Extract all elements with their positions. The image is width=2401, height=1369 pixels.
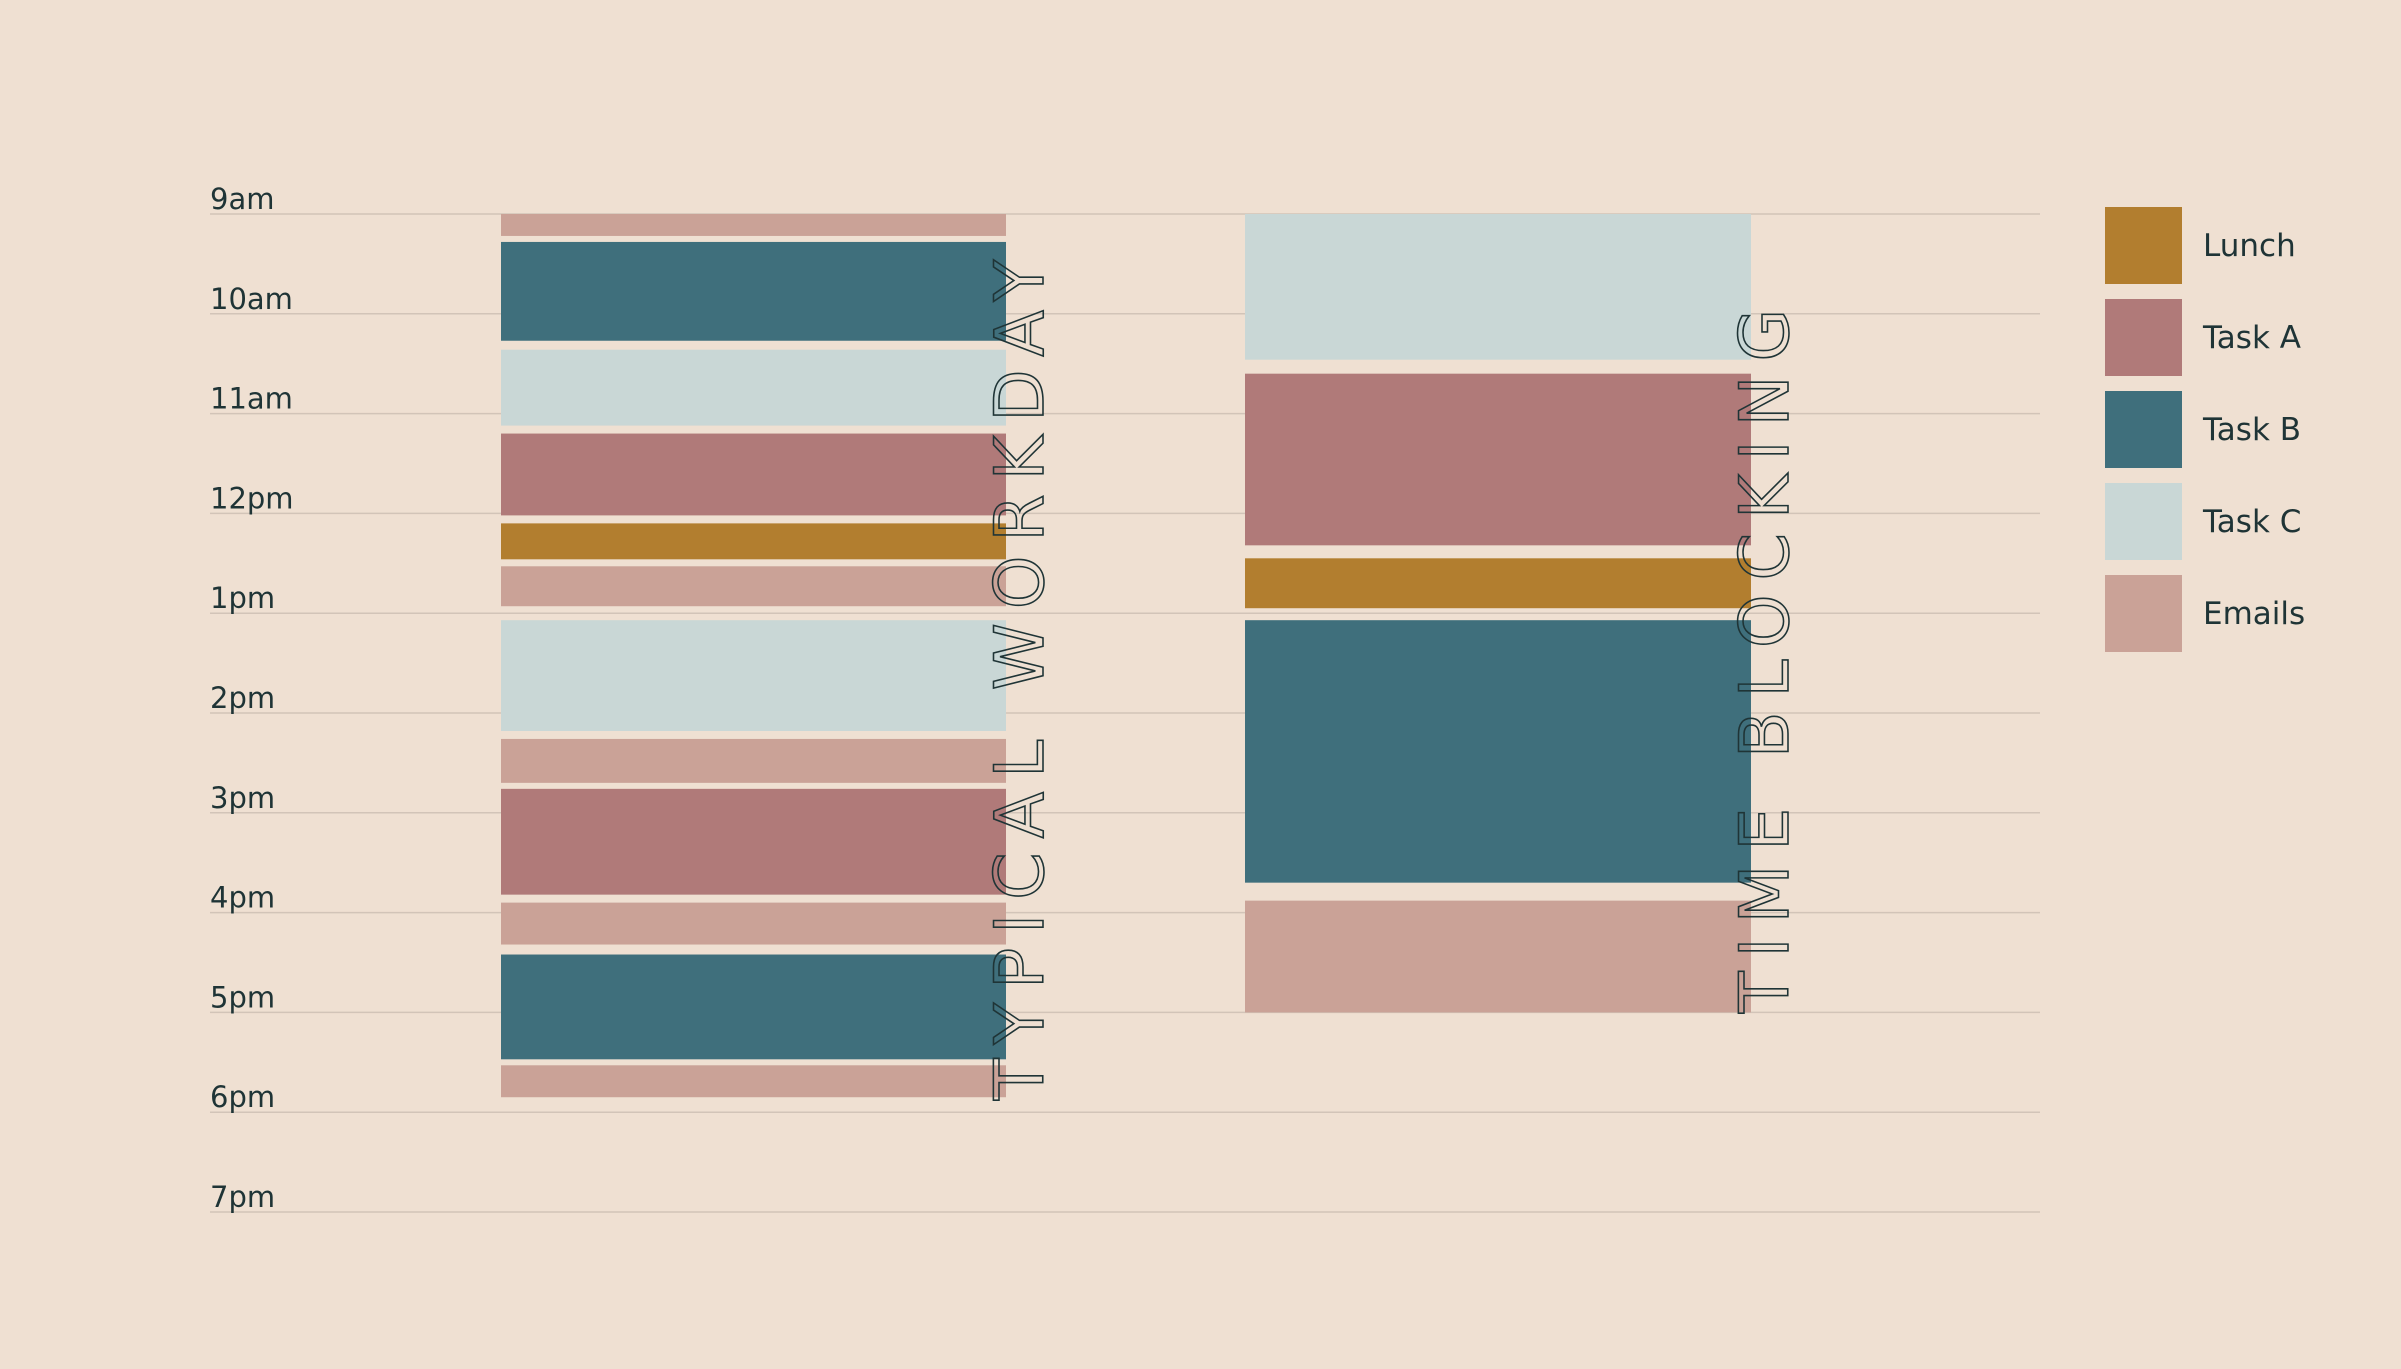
block-emails-12 xyxy=(501,1065,1006,1098)
block-emails-6 xyxy=(501,566,1006,607)
block-emails-5 xyxy=(1245,900,1751,1013)
hour-label-9am: 9am xyxy=(210,182,274,216)
block-task-a-9 xyxy=(501,788,1006,895)
legend-swatch-emails xyxy=(2105,575,2182,652)
column-time-blocking: TIME BLOCKING xyxy=(1245,214,1806,1015)
hour-label-12pm: 12pm xyxy=(210,481,294,515)
block-task-c-3 xyxy=(501,349,1006,426)
block-emails-10 xyxy=(501,902,1006,945)
block-lunch-3 xyxy=(1245,558,1751,609)
hour-label-6pm: 6pm xyxy=(210,1080,275,1114)
block-lunch-5 xyxy=(501,523,1006,560)
legend-label-emails: Emails xyxy=(2203,596,2305,632)
hour-label-3pm: 3pm xyxy=(210,781,275,815)
block-task-c-7 xyxy=(501,620,1006,731)
hour-label-4pm: 4pm xyxy=(210,881,275,915)
legend-label-task-a: Task A xyxy=(2202,320,2301,356)
hour-label-1pm: 1pm xyxy=(210,581,275,615)
block-task-a-4 xyxy=(501,433,1006,516)
legend-label-task-c: Task C xyxy=(2202,504,2301,540)
block-task-b-4 xyxy=(1245,620,1751,883)
legend-label-lunch: Lunch xyxy=(2203,228,2296,264)
block-task-b-2 xyxy=(501,241,1006,341)
column-typical-workday: TYPICAL WORKDAY xyxy=(501,214,1061,1102)
legend-swatch-lunch xyxy=(2105,207,2182,284)
block-task-b-11 xyxy=(501,954,1006,1060)
legend-swatch-task-a xyxy=(2105,299,2182,376)
hour-label-5pm: 5pm xyxy=(210,980,275,1014)
block-emails-8 xyxy=(501,738,1006,783)
hour-label-2pm: 2pm xyxy=(210,681,275,715)
legend: Lunch Task A Task B Task C Emails xyxy=(2105,207,2305,652)
block-task-a-2 xyxy=(1245,373,1751,546)
hour-label-10am: 10am xyxy=(210,282,293,316)
legend-swatch-task-c xyxy=(2105,483,2182,560)
block-task-c-1 xyxy=(1245,214,1751,360)
hour-label-11am: 11am xyxy=(210,382,293,416)
hour-label-7pm: 7pm xyxy=(210,1180,275,1214)
column-title-time-blocking: TIME BLOCKING xyxy=(1726,295,1805,1014)
block-emails-1 xyxy=(501,214,1006,236)
column-title-typical-workday: TYPICAL WORKDAY xyxy=(981,246,1060,1101)
hour-labels: 9am 10am 11am 12pm 1pm 2pm 3pm 4pm 5pm 6pm 7pm xyxy=(210,182,294,1214)
legend-label-task-b: Task B xyxy=(2202,412,2301,448)
legend-swatch-task-b xyxy=(2105,391,2182,468)
